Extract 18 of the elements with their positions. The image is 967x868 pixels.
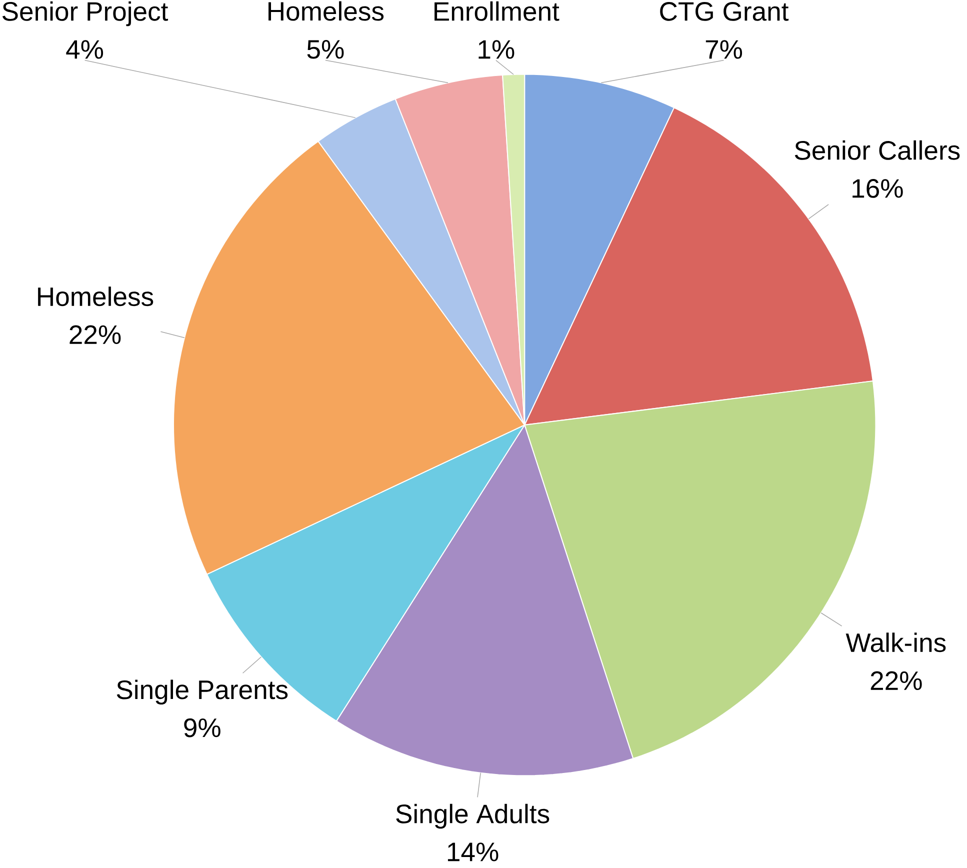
data-label: 14%: [448, 842, 498, 862]
data-label: 16%: [852, 179, 903, 198]
slice-label: Single Parents: [116, 680, 288, 705]
slice-label: Walk-ins: [846, 632, 946, 652]
data-label: 9%: [184, 718, 220, 738]
data-label: 1%: [478, 40, 514, 59]
data-label: 22%: [70, 325, 121, 344]
data-label: 4%: [66, 40, 104, 59]
slice-label: Enrollment: [434, 2, 560, 22]
slice-label: Homeless: [268, 1, 384, 21]
data-label: 5%: [307, 40, 344, 59]
slice-label: Senior Callers: [794, 140, 960, 160]
slice-label: Homeless: [38, 286, 154, 306]
slice-label: Senior Project: [2, 2, 168, 26]
slice-label: CTG Grant: [660, 2, 789, 22]
data-label: 22%: [870, 671, 922, 690]
slice-label: Single Adults: [396, 804, 550, 829]
data-label: 7%: [706, 40, 742, 59]
